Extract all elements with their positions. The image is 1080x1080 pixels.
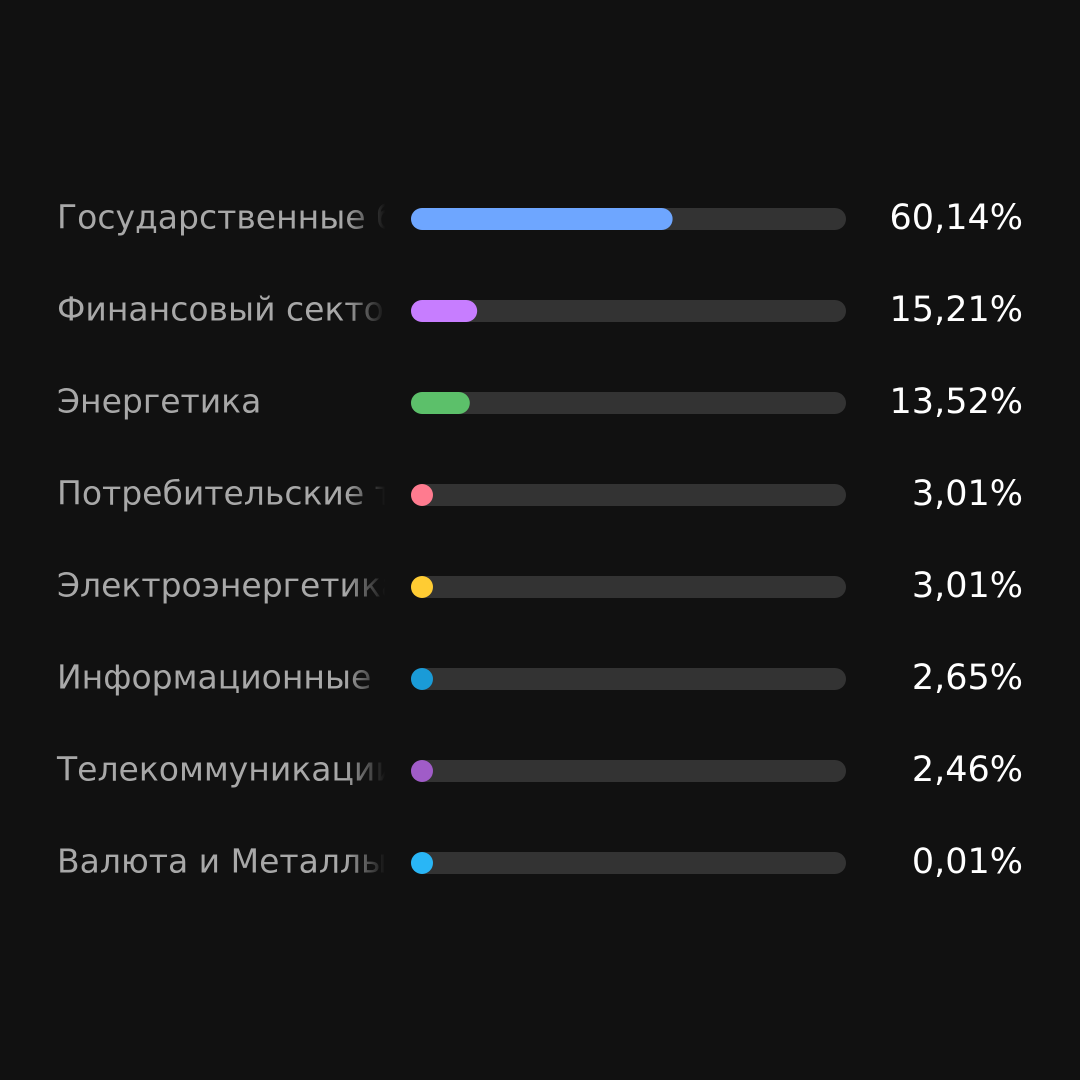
value-label: 3,01%	[912, 566, 1023, 606]
value-label: 2,46%	[912, 750, 1023, 790]
category-label: Финансовый сектор	[57, 290, 405, 329]
bar-track	[411, 484, 846, 506]
bar	[411, 760, 433, 782]
bar-track	[411, 392, 846, 414]
bar	[411, 668, 433, 690]
value-label: 0,01%	[912, 842, 1023, 882]
labels: Государственные б Финансовый сектор Энерге…	[56, 198, 405, 881]
value-label: 15,21%	[890, 290, 1023, 330]
bar-track	[411, 668, 846, 690]
bar-track	[411, 576, 846, 598]
category-label: Телекоммуникации	[56, 750, 397, 789]
category-label: Информационные	[57, 658, 371, 697]
category-label: Электроэнергетика	[57, 566, 401, 605]
bar-track	[411, 760, 846, 782]
category-label: Валюта и Металлы	[57, 842, 387, 881]
bar	[411, 576, 433, 598]
category-label: Потребительские т	[57, 474, 394, 513]
value-label: 13,52%	[890, 382, 1023, 422]
category-label: Государственные б	[57, 198, 396, 237]
bar	[411, 484, 433, 506]
category-label: Энергетика	[57, 382, 261, 421]
bar	[411, 392, 470, 414]
value-label: 3,01%	[912, 474, 1023, 514]
bar	[411, 208, 673, 230]
bar-track	[411, 300, 846, 322]
bar	[411, 300, 478, 322]
bar	[411, 852, 433, 874]
value-label: 2,65%	[912, 658, 1023, 698]
bar-track	[411, 852, 846, 874]
value-label: 60,14%	[890, 198, 1023, 238]
